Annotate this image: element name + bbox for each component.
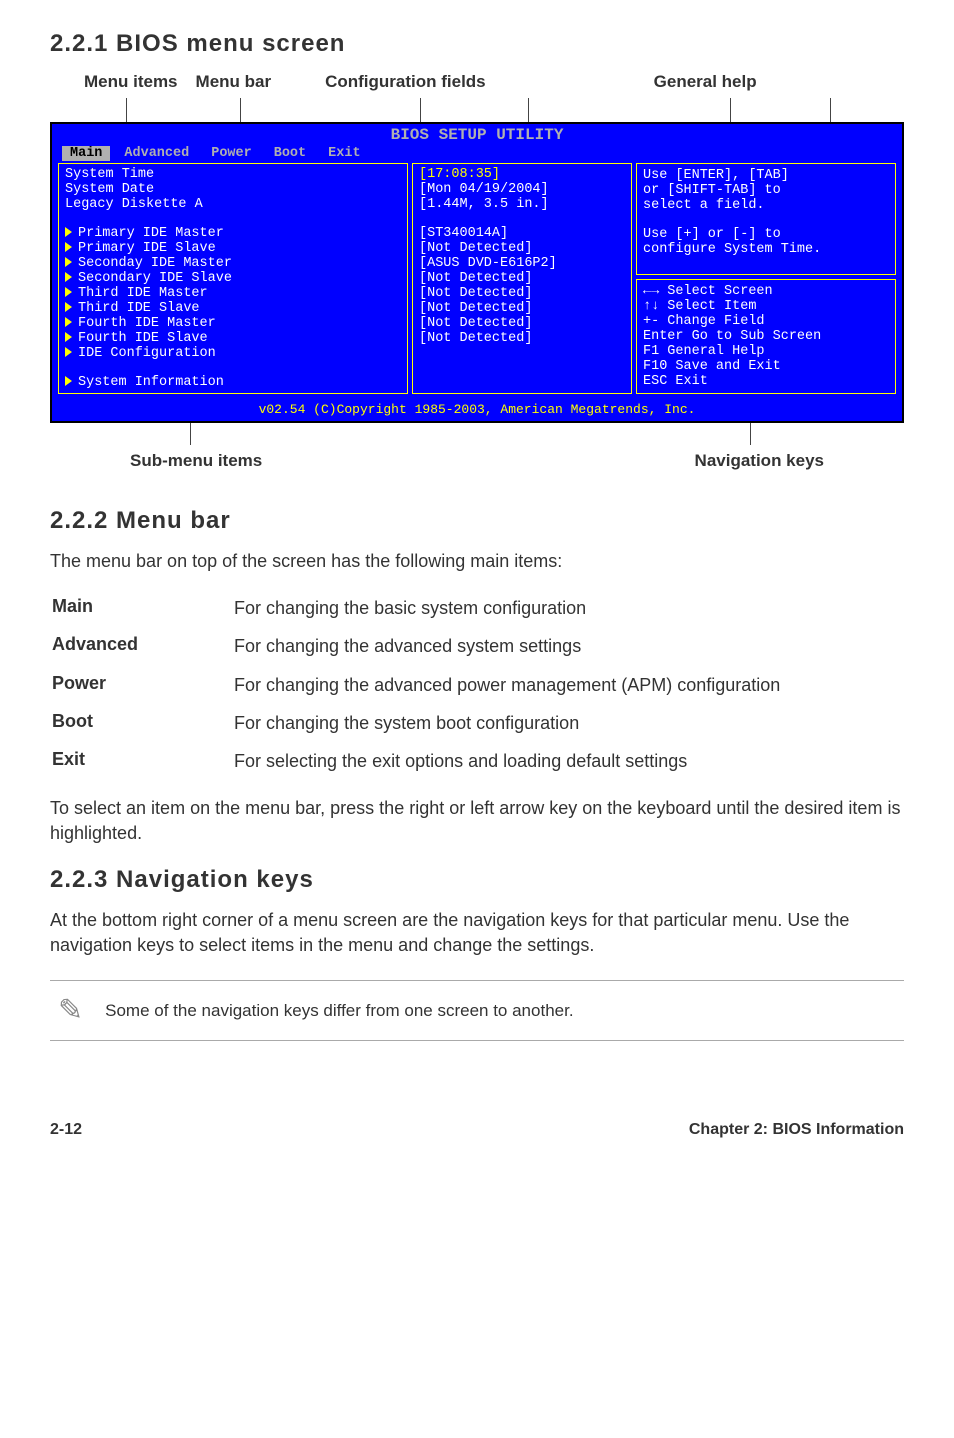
bios-tab-advanced[interactable]: Advanced bbox=[116, 146, 197, 161]
bios-menu-bar: Main Advanced Power Boot Exit bbox=[52, 146, 902, 163]
submenu-icon bbox=[65, 227, 72, 237]
pencil-icon: ✎ bbox=[50, 993, 83, 1028]
nav-key-line: Enter Go to Sub Screen bbox=[643, 329, 889, 344]
chapter-title: Chapter 2: BIOS Information bbox=[689, 1121, 904, 1139]
bios-value-pim: [ST340014A] bbox=[419, 226, 625, 241]
submenu-icon bbox=[65, 257, 72, 267]
def-label-advanced: Advanced bbox=[52, 628, 232, 664]
bios-values-panel: [17:08:35] [Mon 04/19/2004] [1.44M, 3.5 … bbox=[412, 163, 632, 394]
table-row: AdvancedFor changing the advanced system… bbox=[52, 628, 902, 664]
def-desc-main: For changing the basic system configurat… bbox=[234, 590, 902, 626]
def-label-exit: Exit bbox=[52, 743, 232, 779]
note-box: ✎ Some of the navigation keys differ fro… bbox=[50, 980, 904, 1041]
nav-key-line: F10 Save and Exit bbox=[643, 359, 889, 374]
note-text: Some of the navigation keys differ from … bbox=[105, 1001, 573, 1021]
bios-value-floppy: [1.44M, 3.5 in.] bbox=[419, 197, 625, 212]
menu-bar-definitions: MainFor changing the basic system config… bbox=[50, 588, 904, 781]
bios-item-fourth-ide-master[interactable]: Fourth IDE Master bbox=[65, 316, 401, 331]
def-desc-exit: For selecting the exit options and loadi… bbox=[234, 743, 902, 779]
bios-item-system-information[interactable]: System Information bbox=[65, 375, 401, 390]
bios-value-fis: [Not Detected] bbox=[419, 331, 625, 346]
bios-item-third-ide-master[interactable]: Third IDE Master bbox=[65, 286, 401, 301]
pointer-lines-top bbox=[50, 98, 904, 122]
table-row: MainFor changing the basic system config… bbox=[52, 590, 902, 626]
bios-copyright: v02.54 (C)Copyright 1985-2003, American … bbox=[52, 400, 902, 421]
bios-tab-main[interactable]: Main bbox=[62, 146, 110, 161]
bios-tab-exit[interactable]: Exit bbox=[320, 146, 368, 161]
bios-item-ide-configuration[interactable]: IDE Configuration bbox=[65, 346, 401, 361]
submenu-icon bbox=[65, 287, 72, 297]
help-line: Use [+] or [-] to bbox=[643, 227, 889, 242]
bios-item-system-time[interactable]: System Time bbox=[65, 167, 401, 182]
bios-title: BIOS SETUP UTILITY bbox=[391, 126, 564, 144]
def-desc-power: For changing the advanced power manageme… bbox=[234, 667, 902, 703]
submenu-icon bbox=[65, 376, 72, 386]
submenu-icon bbox=[65, 317, 72, 327]
def-label-power: Power bbox=[52, 667, 232, 703]
bios-item-legacy-diskette[interactable]: Legacy Diskette A bbox=[65, 197, 401, 212]
submenu-icon bbox=[65, 302, 72, 312]
bios-value-date: [Mon 04/19/2004] bbox=[419, 182, 625, 197]
bios-top-labels: Menu items Menu bar Configuration fields… bbox=[50, 72, 904, 92]
def-label-boot: Boot bbox=[52, 705, 232, 741]
label-menu-items: Menu items bbox=[84, 72, 178, 92]
menubar-intro-text: The menu bar on top of the screen has th… bbox=[50, 549, 904, 574]
bios-item-fourth-ide-slave[interactable]: Fourth IDE Slave bbox=[65, 331, 401, 346]
def-label-main: Main bbox=[52, 590, 232, 626]
submenu-icon bbox=[65, 242, 72, 252]
bios-value-sim: [ASUS DVD-E616P2] bbox=[419, 256, 625, 271]
nav-key-line: F1 General Help bbox=[643, 344, 889, 359]
bios-value-tim: [Not Detected] bbox=[419, 286, 625, 301]
bios-general-help-panel: Use [ENTER], [TAB] or [SHIFT-TAB] to sel… bbox=[636, 163, 896, 275]
nav-key-line: ←→ Select Screen bbox=[643, 284, 889, 299]
submenu-icon bbox=[65, 272, 72, 282]
def-desc-boot: For changing the system boot configurati… bbox=[234, 705, 902, 741]
help-line: Use [ENTER], [TAB] bbox=[643, 168, 889, 183]
help-line: or [SHIFT-TAB] to bbox=[643, 183, 889, 198]
bios-item-system-date[interactable]: System Date bbox=[65, 182, 401, 197]
bios-value-pis: [Not Detected] bbox=[419, 241, 625, 256]
table-row: PowerFor changing the advanced power man… bbox=[52, 667, 902, 703]
nav-key-line: +- Change Field bbox=[643, 314, 889, 329]
table-row: ExitFor selecting the exit options and l… bbox=[52, 743, 902, 779]
bios-screenshot: BIOS SETUP UTILITY Main Advanced Power B… bbox=[50, 122, 904, 423]
bios-value-tis: [Not Detected] bbox=[419, 301, 625, 316]
def-desc-advanced: For changing the advanced system setting… bbox=[234, 628, 902, 664]
bios-item-primary-ide-master[interactable]: Primary IDE Master bbox=[65, 226, 401, 241]
nav-key-line: ESC Exit bbox=[643, 374, 889, 389]
label-general-help: General help bbox=[654, 72, 757, 92]
bios-tab-boot[interactable]: Boot bbox=[266, 146, 314, 161]
select-item-text: To select an item on the menu bar, press… bbox=[50, 796, 904, 846]
bios-item-secondary-ide-slave[interactable]: Secondary IDE Slave bbox=[65, 271, 401, 286]
label-config-fields: Configuration fields bbox=[325, 72, 486, 92]
heading-222: 2.2.2 Menu bar bbox=[50, 507, 904, 535]
submenu-icon bbox=[65, 347, 72, 357]
bios-value-sis: [Not Detected] bbox=[419, 271, 625, 286]
bios-item-secondary-ide-master[interactable]: Seconday IDE Master bbox=[65, 256, 401, 271]
label-sub-menu-items: Sub-menu items bbox=[130, 451, 262, 471]
heading-223: 2.2.3 Navigation keys bbox=[50, 866, 904, 894]
help-line: select a field. bbox=[643, 198, 889, 213]
label-menu-bar: Menu bar bbox=[196, 72, 272, 92]
help-line: configure System Time. bbox=[643, 242, 889, 257]
bios-value-fim: [Not Detected] bbox=[419, 316, 625, 331]
bios-tab-power[interactable]: Power bbox=[203, 146, 260, 161]
nav-intro-text: At the bottom right corner of a menu scr… bbox=[50, 908, 904, 958]
table-row: BootFor changing the system boot configu… bbox=[52, 705, 902, 741]
label-navigation-keys: Navigation keys bbox=[695, 451, 824, 471]
bios-bottom-labels: Sub-menu items Navigation keys bbox=[50, 451, 904, 471]
page-number: 2-12 bbox=[50, 1121, 82, 1139]
bios-nav-keys-panel: ←→ Select Screen ↑↓ Select Item +- Chang… bbox=[636, 279, 896, 394]
bios-value-time: [17:08:35] bbox=[419, 167, 625, 182]
page-footer: 2-12 Chapter 2: BIOS Information bbox=[50, 1121, 904, 1139]
pointer-lines-bottom bbox=[50, 423, 904, 445]
bios-item-primary-ide-slave[interactable]: Primary IDE Slave bbox=[65, 241, 401, 256]
bios-left-panel: System Time System Date Legacy Diskette … bbox=[58, 163, 408, 394]
nav-key-line: ↑↓ Select Item bbox=[643, 299, 889, 314]
bios-item-third-ide-slave[interactable]: Third IDE Slave bbox=[65, 301, 401, 316]
submenu-icon bbox=[65, 332, 72, 342]
heading-221: 2.2.1 BIOS menu screen bbox=[50, 30, 904, 58]
